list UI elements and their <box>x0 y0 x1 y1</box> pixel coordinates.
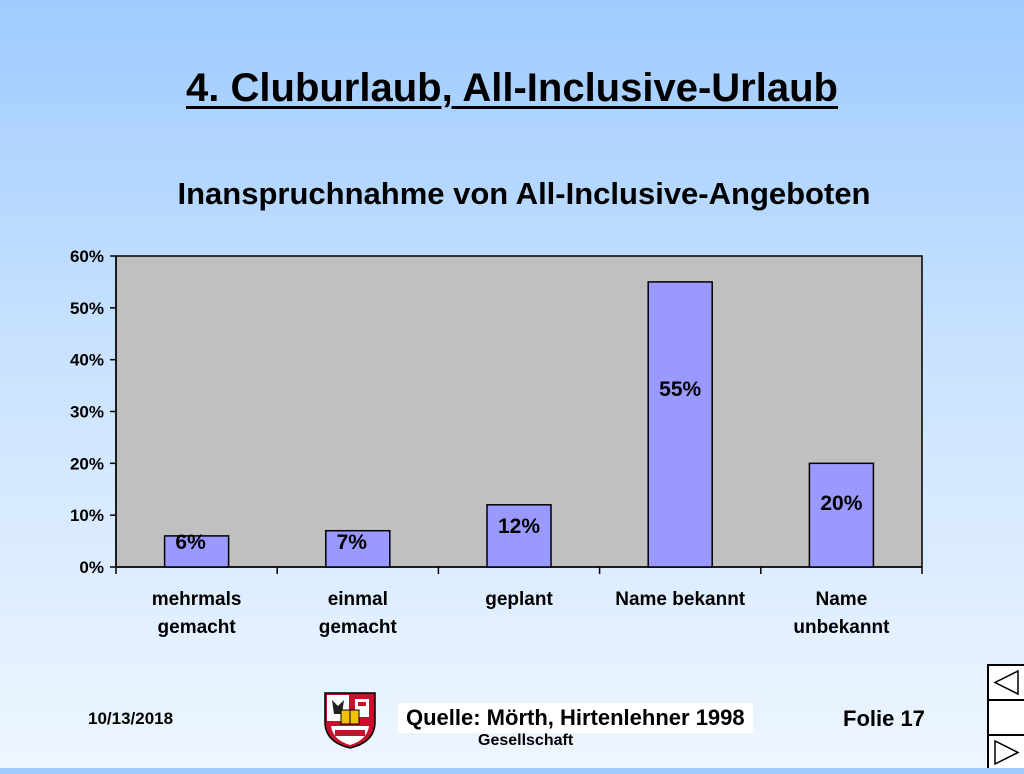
y-tick-label: 20% <box>70 454 104 473</box>
footer-organization: Gesellschaft <box>478 732 574 749</box>
y-tick-label: 60% <box>70 247 104 266</box>
bar <box>163 535 230 568</box>
y-tick-label: 0% <box>79 558 104 577</box>
bar <box>325 529 391 568</box>
x-category-label: einmal <box>328 589 388 610</box>
data-label: 6% <box>175 531 206 554</box>
y-tick-label: 10% <box>70 506 104 525</box>
nav-divider <box>989 734 1024 736</box>
x-category-label: gemacht <box>319 617 398 638</box>
coat-of-arms-logo <box>324 692 376 749</box>
chart-title: Inanspruchnahme von All-Inclusive-Angebo… <box>178 176 871 211</box>
next-slide-icon <box>994 739 1020 766</box>
data-label: 7% <box>337 531 368 554</box>
y-tick-label: 50% <box>70 299 104 318</box>
prev-slide-button[interactable] <box>989 666 1024 699</box>
y-tick-label: 30% <box>70 403 104 422</box>
bar <box>808 462 875 568</box>
data-label: 20% <box>820 492 862 515</box>
x-category-label: unbekannt <box>793 617 890 638</box>
x-category-label: Name bekannt <box>615 589 746 610</box>
y-tick-label: 40% <box>70 351 104 370</box>
bar-chart: Inanspruchnahme von All-Inclusive-Angebo… <box>70 176 923 638</box>
prev-slide-icon <box>993 669 1019 696</box>
bar <box>486 504 552 568</box>
x-category-label: mehrmals <box>152 589 242 610</box>
next-slide-button[interactable] <box>989 736 1024 769</box>
x-category-label: Name <box>816 589 868 610</box>
x-category-label: geplant <box>485 589 553 610</box>
data-label: 55% <box>659 378 701 401</box>
nav-blank-button[interactable] <box>989 701 1024 734</box>
data-label: 12% <box>498 515 540 538</box>
nav-divider <box>989 699 1024 701</box>
x-category-label: gemacht <box>158 617 237 638</box>
slide-navigation <box>987 664 1024 768</box>
source-citation: Quelle: Mörth, Hirtenlehner 1998 <box>398 703 753 733</box>
bar <box>647 281 713 568</box>
slide-number: Folie 17 <box>843 706 925 731</box>
footer-date: 10/13/2018 <box>88 709 174 728</box>
slide-title: 4. Cluburlaub, All-Inclusive-Urlaub <box>186 66 838 110</box>
